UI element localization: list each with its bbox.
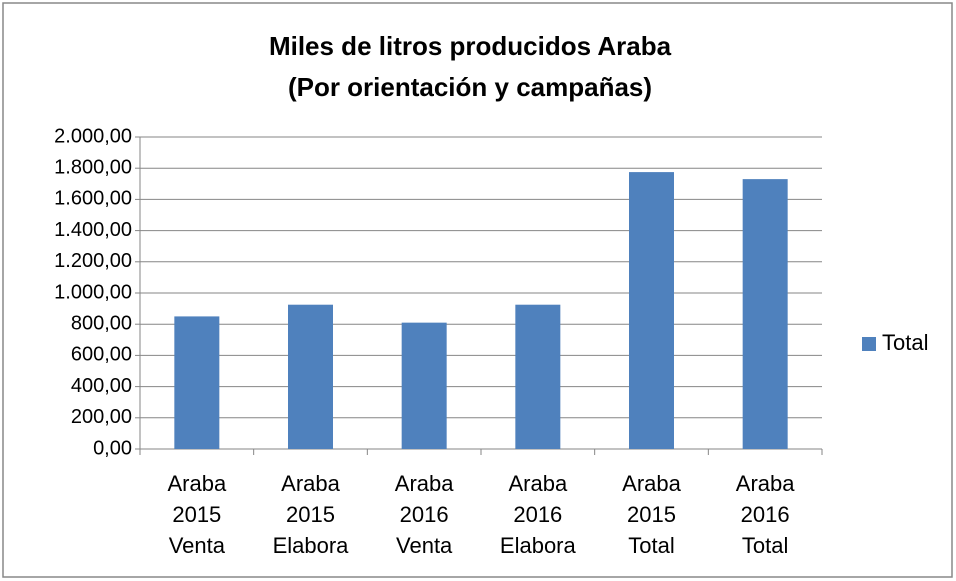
bar (174, 316, 220, 449)
bar (401, 322, 447, 449)
bar (515, 304, 561, 449)
y-tick-label: 1.400,00 (54, 219, 132, 241)
x-tick-label: Araba 2015 Venta (167, 471, 227, 558)
chart-title: Miles de litros producidos Araba (269, 31, 672, 61)
x-tick-label: Araba 2016 Total (735, 471, 795, 558)
x-tick-label: Araba 2015 Total (622, 471, 681, 558)
chart-subtitle: (Por orientación y campañas) (288, 72, 652, 102)
y-tick-label: 0,00 (93, 437, 132, 459)
x-tick-label: Araba 2016 Elabora (499, 471, 576, 558)
y-tick-label: 1.000,00 (54, 281, 132, 303)
y-tick-label: 800,00 (71, 312, 132, 334)
y-tick-label: 1.200,00 (54, 250, 132, 272)
y-tick-label: 200,00 (71, 406, 132, 428)
bar (288, 304, 333, 449)
y-tick-label: 600,00 (71, 344, 132, 366)
y-tick-label: 1.600,00 (54, 188, 132, 210)
x-tick-label: Araba 2016 Venta (394, 471, 454, 558)
y-tick-label: 400,00 (71, 375, 132, 397)
legend-label: Total (882, 330, 928, 355)
bar (742, 179, 788, 449)
y-tick-label: 1.800,00 (54, 156, 132, 178)
x-tick-label: Araba 2015 Elabora (272, 471, 349, 558)
legend-swatch (862, 337, 876, 351)
bar (629, 172, 674, 449)
y-tick-label: 2.000,00 (54, 125, 132, 147)
